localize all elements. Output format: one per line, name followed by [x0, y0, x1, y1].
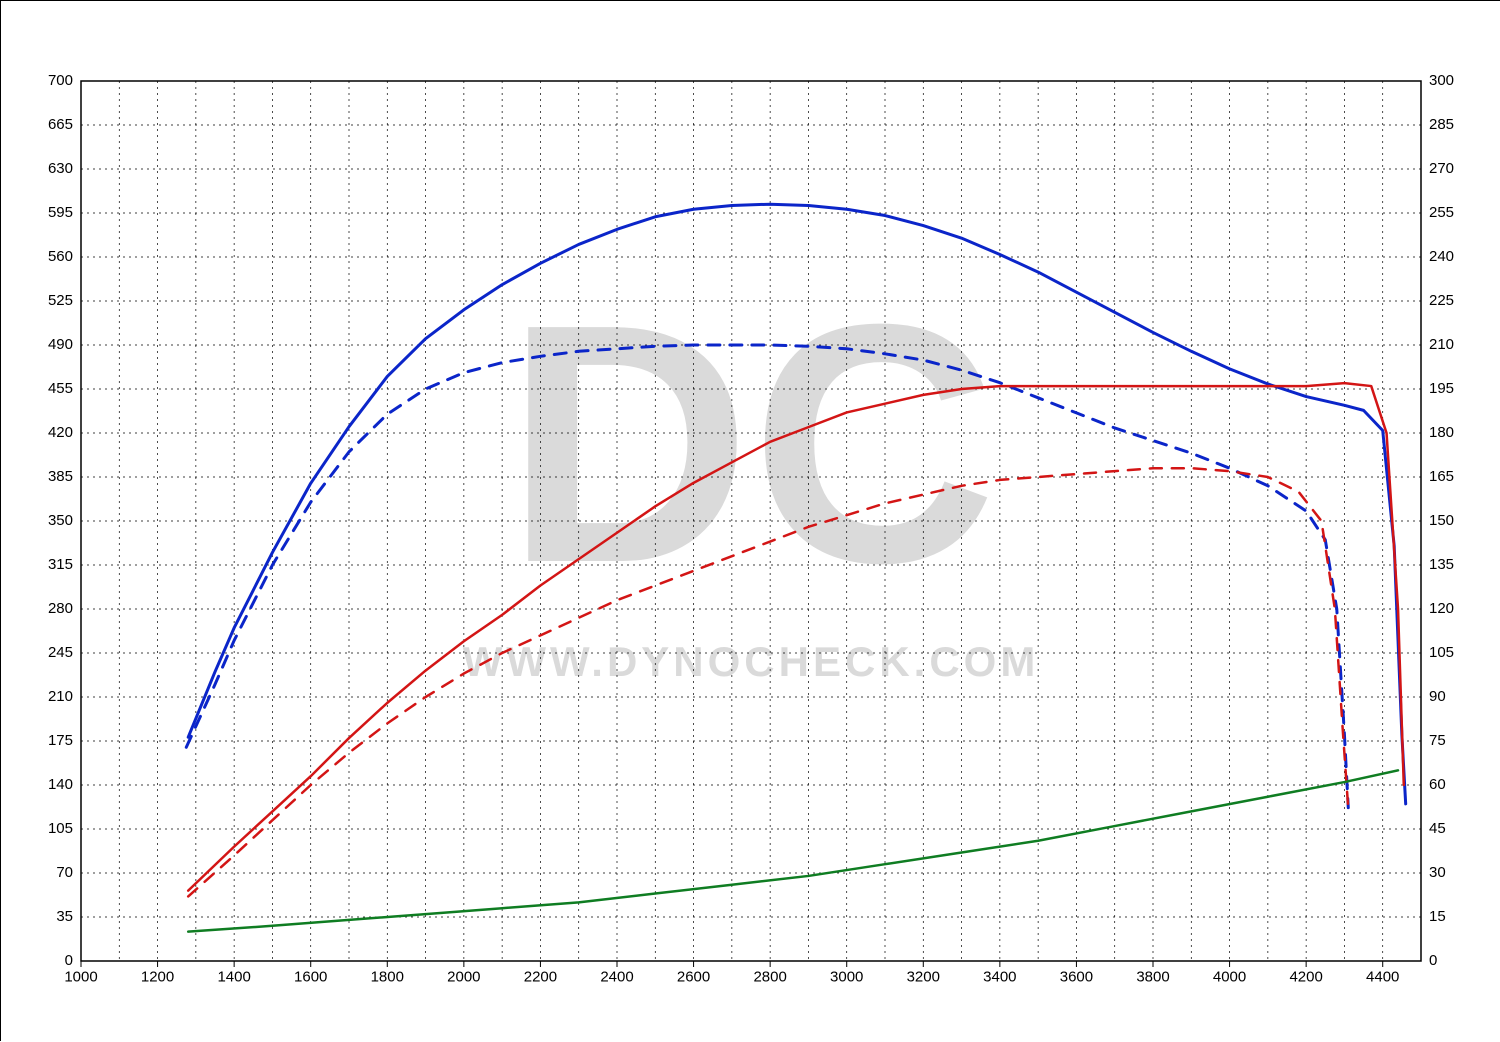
x-tick: 2200	[524, 968, 557, 985]
y-left-tick: 70	[56, 864, 73, 881]
x-tick: 3600	[1060, 968, 1093, 985]
y-right-tick: 270	[1429, 160, 1454, 177]
y-right-tick: 120	[1429, 600, 1454, 617]
y-left-tick: 560	[48, 248, 73, 265]
y-left-tick: 455	[48, 380, 73, 397]
y-left-tick: 210	[48, 688, 73, 705]
x-tick: 1800	[371, 968, 404, 985]
y-right-tick: 195	[1429, 380, 1454, 397]
y-right-tick: 75	[1429, 732, 1446, 749]
chart-svg: DCWWW.DYNOCHECK.COM 0 35 70 105 140 175 210 245 2…	[1, 1, 1500, 1042]
x-tick: 2400	[600, 968, 633, 985]
y-right-tick: 300	[1429, 72, 1454, 89]
y-left-tick: 665	[48, 116, 73, 133]
y-right-tick: 285	[1429, 116, 1454, 133]
x-tick: 3200	[907, 968, 940, 985]
x-tick: 1200	[141, 968, 174, 985]
y-right-tick: 30	[1429, 864, 1446, 881]
y-left-tick: 385	[48, 468, 73, 485]
y-right-tick: 90	[1429, 688, 1446, 705]
y-left-tick: 175	[48, 732, 73, 749]
y-right-tick: 225	[1429, 292, 1454, 309]
y-right-tick: 135	[1429, 556, 1454, 573]
y-left-tick: 525	[48, 292, 73, 309]
x-tick: 2600	[677, 968, 710, 985]
y-left-tick: 280	[48, 600, 73, 617]
x-tick: 3000	[830, 968, 863, 985]
y-right-tick: 45	[1429, 820, 1446, 837]
x-tick: 3400	[983, 968, 1016, 985]
y-left-tick: 35	[56, 908, 73, 925]
y-left-tick: 245	[48, 644, 73, 661]
y-right-tick: 240	[1429, 248, 1454, 265]
y-right-tick: 210	[1429, 336, 1454, 353]
y-left-tick: 700	[48, 72, 73, 89]
y-right-tick: 60	[1429, 776, 1446, 793]
x-tick: 4000	[1213, 968, 1246, 985]
x-tick: 2800	[753, 968, 786, 985]
x-tick: 1000	[64, 968, 97, 985]
watermark: DCWWW.DYNOCHECK.COM	[463, 254, 1040, 685]
y-left-tick: 490	[48, 336, 73, 353]
y-right-tick: 150	[1429, 512, 1454, 529]
y-left-tick: 595	[48, 204, 73, 221]
y-left-tick: 630	[48, 160, 73, 177]
y-right-tick: 255	[1429, 204, 1454, 221]
chart-container: Graf výkonu a točivého momentu Točivý mo…	[0, 0, 1500, 1041]
x-tick: 4400	[1366, 968, 1399, 985]
y-left-tick: 420	[48, 424, 73, 441]
y-left-tick: 350	[48, 512, 73, 529]
x-tick: 4200	[1289, 968, 1322, 985]
y-right-tick: 0	[1429, 952, 1437, 969]
watermark-url: WWW.DYNOCHECK.COM	[463, 638, 1040, 685]
y-left-tick: 105	[48, 820, 73, 837]
x-tick: 2000	[447, 968, 480, 985]
y-left-tick: 140	[48, 776, 73, 793]
x-tick: 3800	[1136, 968, 1169, 985]
watermark-big: DC	[505, 254, 996, 634]
x-tick: 1400	[217, 968, 250, 985]
x-tick: 1600	[294, 968, 327, 985]
y-left-tick: 0	[65, 952, 73, 969]
y-right-tick: 180	[1429, 424, 1454, 441]
y-left-tick: 315	[48, 556, 73, 573]
y-right-tick: 105	[1429, 644, 1454, 661]
y-right-tick: 165	[1429, 468, 1454, 485]
y-right-tick: 15	[1429, 908, 1446, 925]
